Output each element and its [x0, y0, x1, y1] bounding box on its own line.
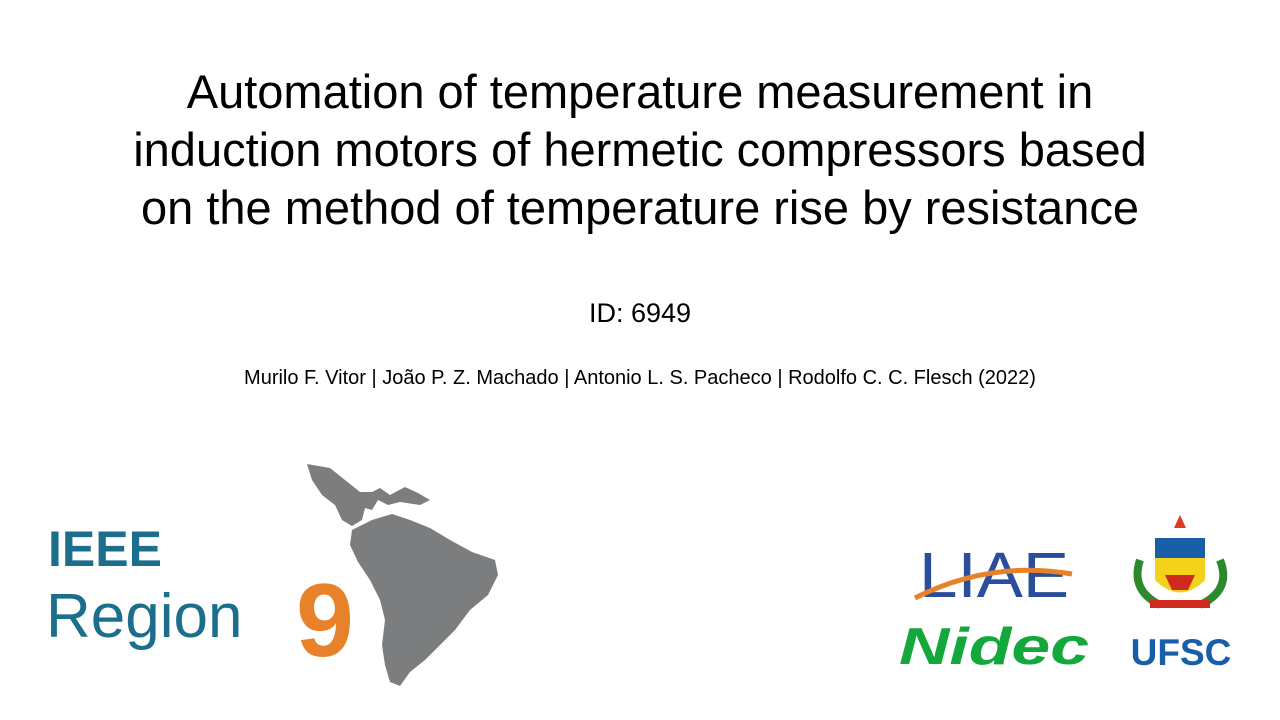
- title: Automation of temperature measurement in…: [133, 65, 1147, 234]
- ufsc-emblem: [1133, 515, 1228, 609]
- central-america-map: [307, 464, 430, 526]
- ufsc-text: UFSC: [1131, 632, 1232, 673]
- south-america-map: [350, 514, 498, 686]
- liae-swoosh: [913, 567, 1073, 601]
- authors: Murilo F. Vitor | João P. Z. Machado | A…: [244, 367, 1036, 389]
- ieee-text: IEEE: [48, 521, 162, 577]
- nidec-text: Nidec: [899, 618, 1089, 676]
- title-line: Automation of temperature measurement in: [187, 65, 1094, 118]
- title-line: on the method of temperature rise by res…: [141, 181, 1139, 234]
- title-line: induction motors of hermetic compressors…: [133, 123, 1147, 176]
- region-text: Region: [46, 582, 242, 651]
- paper-id: ID: 6949: [589, 298, 691, 328]
- region-number: 9: [296, 563, 354, 679]
